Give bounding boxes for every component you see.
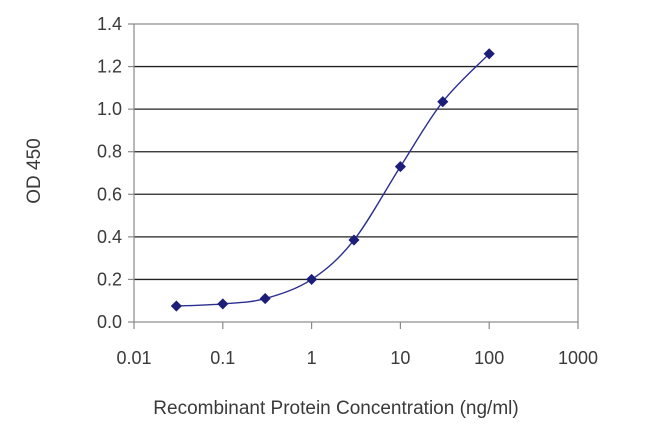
x-tick-label: 1000 xyxy=(558,348,598,368)
data-point-marker xyxy=(394,161,406,173)
data-point-marker xyxy=(259,293,271,305)
y-tick-label: 0.4 xyxy=(97,227,122,247)
x-axis-title: Recombinant Protein Concentration (ng/ml… xyxy=(153,398,518,419)
grid-layer xyxy=(134,65,578,281)
y-tick-label: 1.4 xyxy=(97,14,122,34)
label-layer: Recombinant Protein Concentration (ng/ml… xyxy=(24,14,598,419)
series-layer xyxy=(170,48,495,312)
data-point-marker xyxy=(437,96,449,108)
y-tick-label: 0.2 xyxy=(97,269,122,289)
data-point-marker xyxy=(306,273,318,285)
x-tick-label: 0.01 xyxy=(116,348,151,368)
data-point-marker xyxy=(483,48,495,60)
y-axis-title: OD 450 xyxy=(24,138,45,203)
data-point-marker xyxy=(170,300,182,312)
y-tick-label: 0.6 xyxy=(97,184,122,204)
axis-layer xyxy=(128,23,579,329)
y-tick-label: 0.0 xyxy=(97,312,122,332)
y-tick-label: 1.0 xyxy=(97,99,122,119)
series-line xyxy=(176,53,490,307)
x-tick-label: 0.1 xyxy=(210,348,235,368)
y-tick-label: 1.2 xyxy=(97,57,122,77)
data-point-marker xyxy=(348,234,360,246)
x-tick-label: 10 xyxy=(390,348,410,368)
plot-frame xyxy=(133,23,579,323)
x-tick-label: 1 xyxy=(307,348,317,368)
y-tick-label: 0.8 xyxy=(97,142,122,162)
data-point-marker xyxy=(217,298,229,310)
x-tick-label: 100 xyxy=(474,348,504,368)
